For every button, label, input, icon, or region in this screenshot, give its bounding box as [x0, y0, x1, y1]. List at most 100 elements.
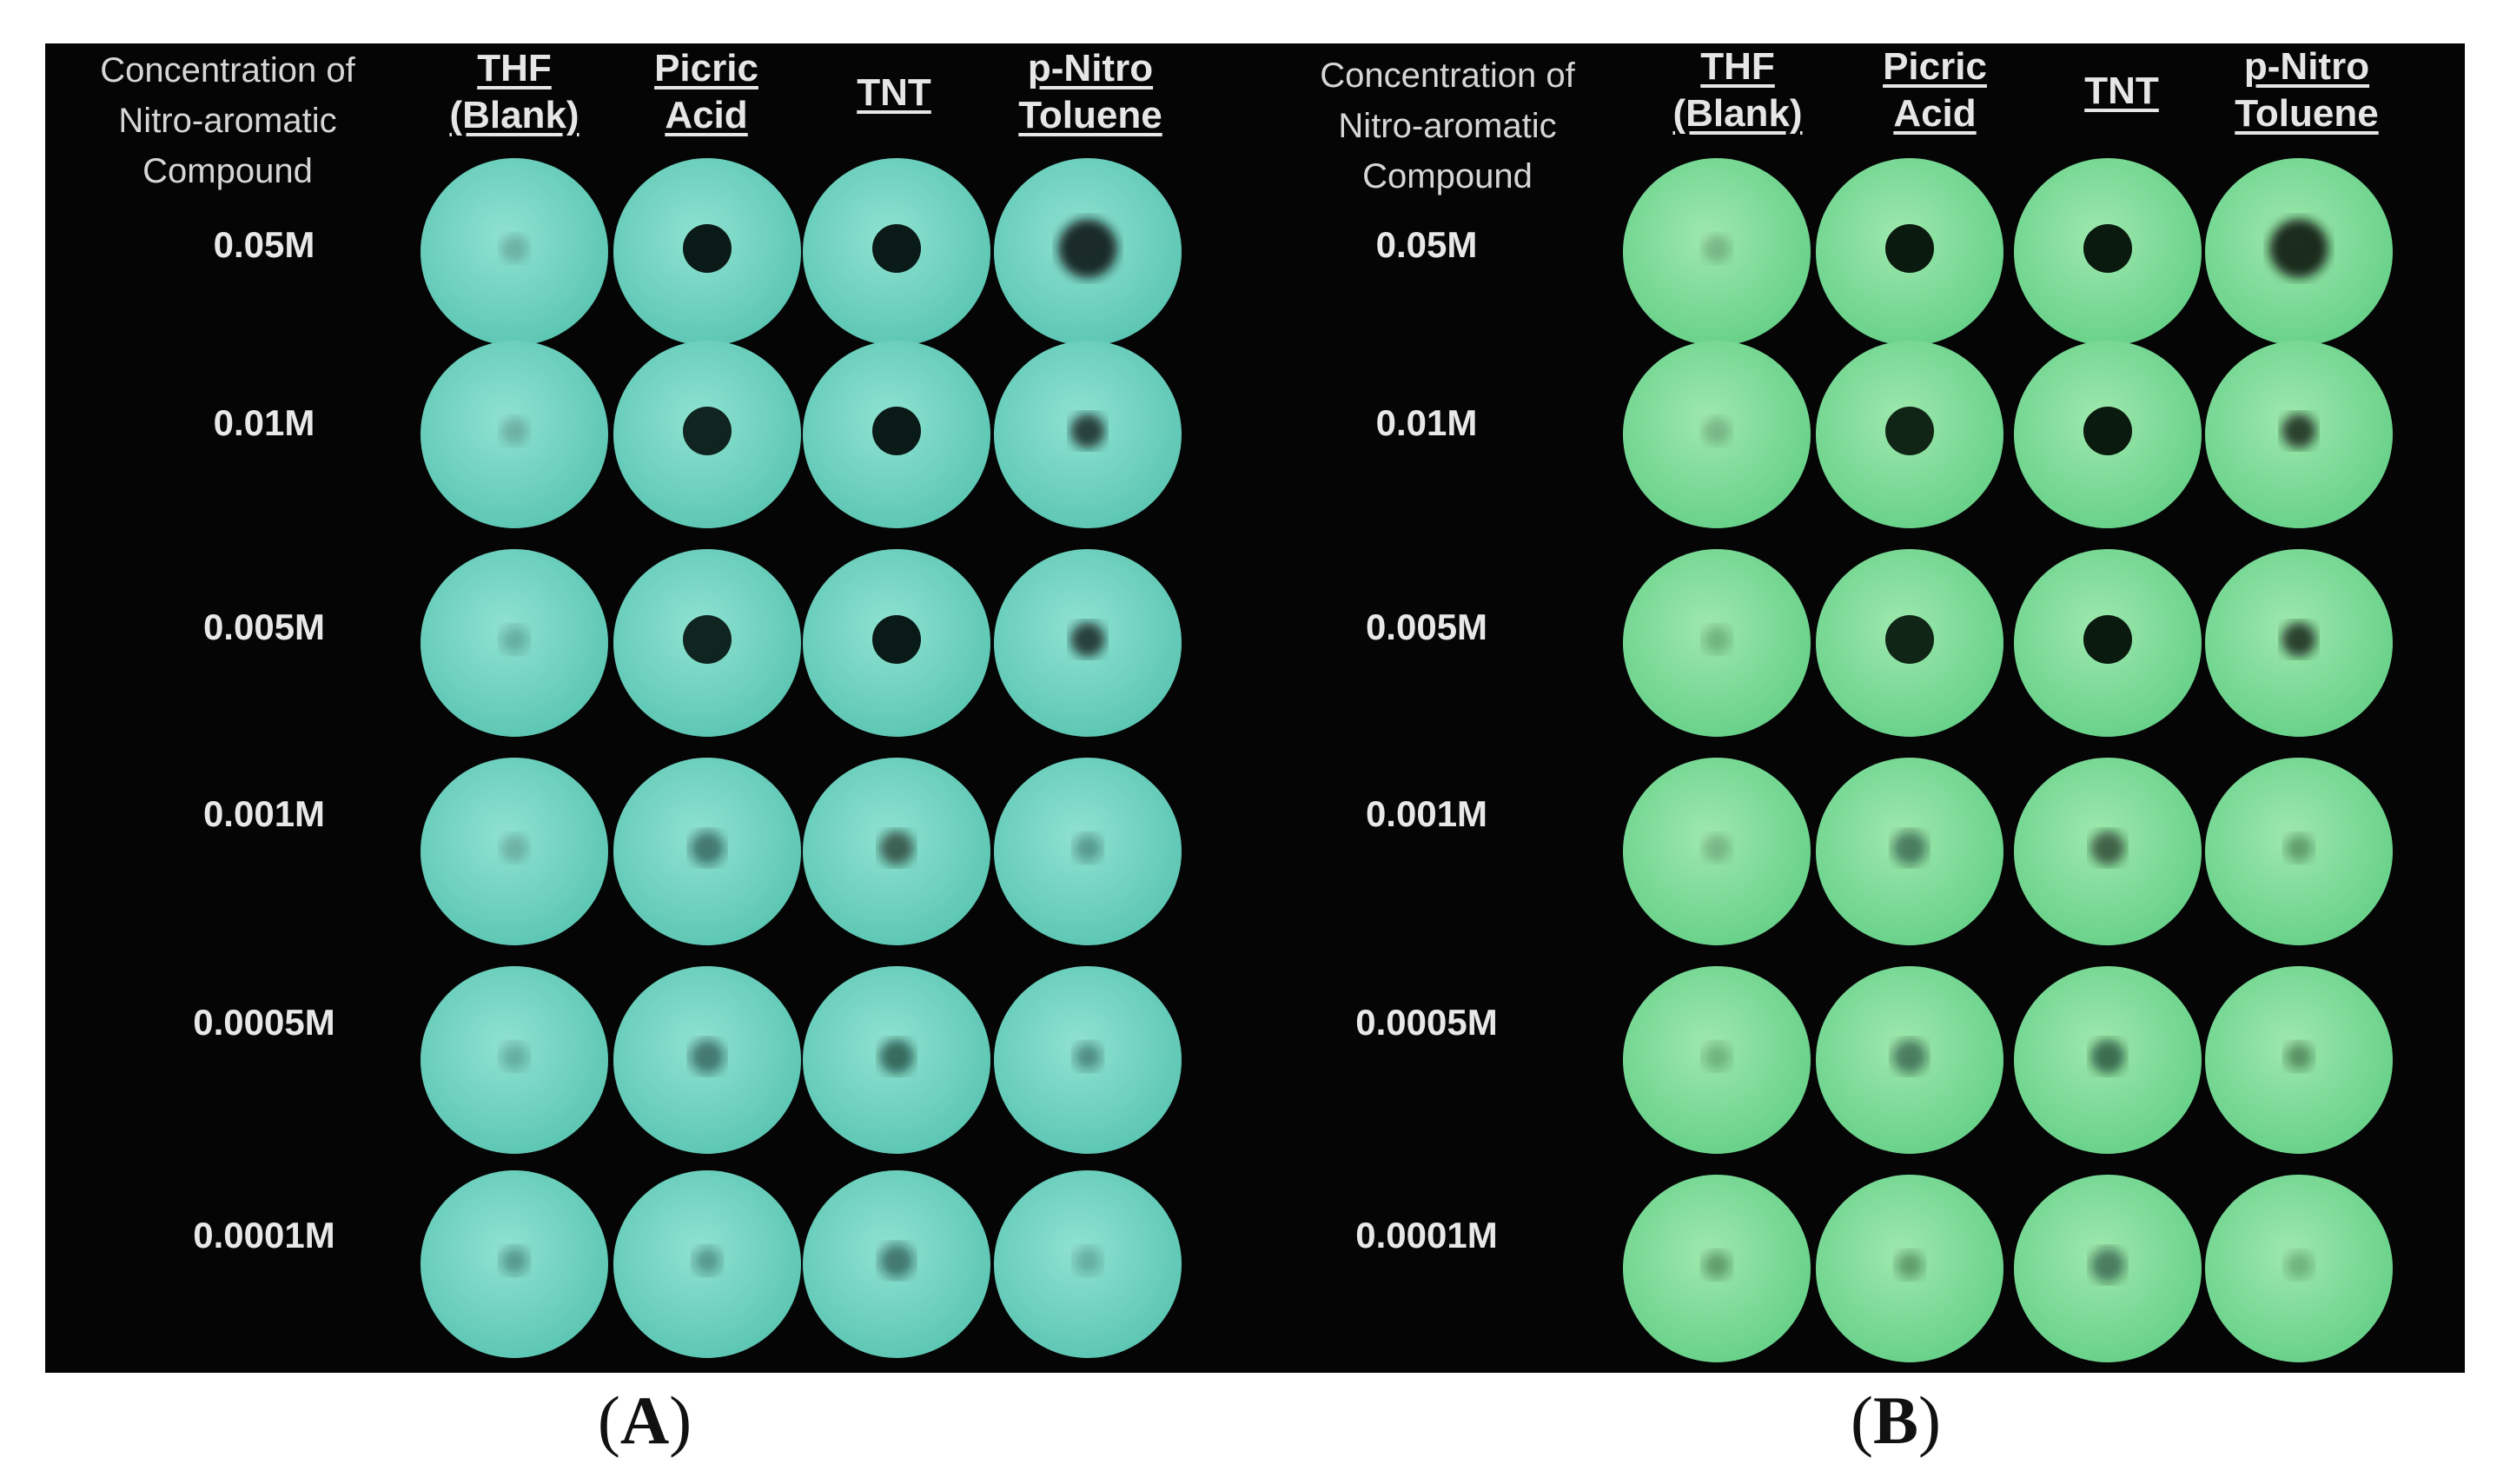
row-header: Concentration of Nitro-aromatic Compound: [45, 45, 410, 196]
quench-spot-b-r0-c2: [2083, 224, 2132, 273]
column-header-line: Picric: [654, 47, 758, 89]
column-header-line: Toluene: [1018, 94, 1162, 136]
quench-spot-a-r1-c3: [1070, 414, 1105, 448]
column-header-line: (Blank): [1672, 92, 1803, 135]
quench-spot-b-r0-c0: [1703, 235, 1731, 262]
row-label: 0.0005M: [1355, 1002, 1498, 1043]
row-header: Concentration of Nitro-aromatic Compound: [1265, 50, 1630, 202]
panel-label-paren: (: [597, 1382, 620, 1458]
quench-spot-b-r2-c0: [1703, 626, 1731, 653]
quench-spot-b-r4-c3: [2285, 1043, 2313, 1070]
row-header-line: Concentration of: [1320, 56, 1575, 95]
column-header-pnt: p-Nitro Toluene: [2202, 43, 2411, 137]
quench-spot-b-r5-c2: [2090, 1248, 2125, 1282]
column-header-thf: THF (Blank): [1633, 43, 1842, 137]
quench-spot-b-r4-c0: [1703, 1043, 1731, 1070]
quench-spot-a-r2-c3: [1070, 622, 1105, 657]
quench-spot-b-r2-c3: [2282, 622, 2316, 657]
column-header-thf: THF (Blank): [410, 45, 619, 139]
column-header-line: (Blank): [449, 94, 579, 136]
quench-spot-a-r3-c3: [1074, 834, 1102, 862]
row-label: 0.005M: [202, 606, 326, 647]
column-header-line: Acid: [1893, 92, 1977, 135]
row-label: 0.0005M: [193, 1002, 335, 1043]
quench-spot-b-r3-c3: [2285, 834, 2313, 862]
quench-spot-a-r5-c1: [693, 1247, 721, 1275]
row-header-line: Nitro-aromatic: [118, 102, 337, 140]
column-header-line: p-Nitro: [2243, 45, 2370, 88]
quench-spot-a-r1-c0: [500, 417, 528, 445]
quench-spot-a-r5-c2: [879, 1243, 914, 1278]
quench-spot-b-r2-c2: [2083, 615, 2132, 664]
quench-spot-a-r4-c2: [879, 1039, 914, 1074]
quench-spot-a-r5-c3: [1074, 1247, 1102, 1275]
column-header-pnt: p-Nitro Toluene: [986, 45, 1195, 139]
quench-spot-a-r1-c1: [683, 407, 732, 455]
disc-grid: [1623, 158, 2393, 1362]
quench-spot-b-r3-c0: [1703, 834, 1731, 862]
column-header-line: THF: [1700, 45, 1775, 88]
quench-spot-b-r5-c1: [1896, 1251, 1924, 1279]
row-label: 0.001M: [202, 793, 326, 834]
row-label: 0.001M: [1365, 793, 1488, 834]
quench-spot-a-r2-c2: [872, 615, 921, 664]
quench-spot-b-r5-c0: [1703, 1251, 1731, 1279]
quench-spot-b-r0-c1: [1885, 224, 1934, 273]
panel-label-b: (B): [1809, 1381, 1983, 1460]
row-label: 0.0001M: [1355, 1215, 1498, 1255]
panel-label-paren: ): [669, 1382, 692, 1458]
quench-spot-a-r2-c1: [683, 615, 732, 664]
quench-spot-b-r3-c1: [1892, 831, 1927, 865]
quench-spot-a-r0-c0: [500, 235, 528, 262]
panel-label-a: (A): [558, 1381, 732, 1460]
column-header-line: Acid: [665, 94, 748, 136]
column-header-picric: Picric Acid: [602, 45, 811, 139]
row-header-line: Compound: [1362, 157, 1533, 195]
row-label: 0.05M: [213, 224, 315, 265]
column-header-line: Toluene: [2235, 92, 2379, 135]
quench-spot-a-r3-c1: [690, 831, 725, 865]
quench-spot-a-r1-c2: [872, 407, 921, 455]
column-header-line: THF: [477, 47, 552, 89]
quench-spot-a-r0-c2: [872, 224, 921, 273]
quench-spot-a-r3-c2: [879, 831, 914, 865]
panel-b: Concentration of Nitro-aromatic Compound…: [1262, 43, 2465, 1373]
quench-spot-b-r4-c2: [2090, 1039, 2125, 1074]
column-header-tnt: TNT: [790, 70, 998, 116]
row-header-line: Nitro-aromatic: [1338, 107, 1557, 145]
quench-spot-a-r4-c1: [690, 1039, 725, 1074]
column-header-line: TNT: [2084, 70, 2159, 112]
column-header-picric: Picric Acid: [1831, 43, 2039, 137]
row-label: 0.05M: [1375, 224, 1478, 265]
quench-spot-b-r0-c3: [2269, 219, 2328, 278]
quench-spot-a-r0-c1: [683, 224, 732, 273]
column-header-tnt: TNT: [2017, 68, 2226, 115]
row-label: 0.01M: [213, 402, 315, 443]
panel-a: Concentration of Nitro-aromatic Compound…: [45, 43, 1262, 1373]
quench-spot-b-r5-c3: [2285, 1251, 2313, 1279]
column-header-line: TNT: [857, 71, 931, 114]
panel-label-paren: ): [1918, 1382, 1941, 1458]
quench-spot-b-r4-c1: [1892, 1039, 1927, 1074]
column-header-line: p-Nitro: [1027, 47, 1154, 89]
quench-spot-a-r5-c0: [500, 1247, 528, 1275]
quench-spot-a-r0-c3: [1058, 219, 1117, 278]
row-header-line: Concentration of: [100, 51, 355, 89]
panel-label-letter: B: [1872, 1382, 1919, 1458]
panel-label-paren: (: [1851, 1382, 1873, 1458]
panel-label-letter: A: [619, 1382, 670, 1458]
quench-spot-b-r1-c3: [2282, 414, 2316, 448]
quench-spot-b-r2-c1: [1885, 615, 1934, 664]
quench-spot-b-r1-c1: [1885, 407, 1934, 455]
quench-spot-b-r3-c2: [2090, 831, 2125, 865]
row-header-line: Compound: [142, 152, 313, 190]
row-label: 0.0001M: [193, 1215, 335, 1255]
quench-spot-a-r2-c0: [500, 626, 528, 653]
quench-spot-a-r4-c3: [1074, 1043, 1102, 1070]
quench-spot-a-r3-c0: [500, 834, 528, 862]
quench-spot-a-r4-c0: [500, 1043, 528, 1070]
row-label: 0.005M: [1365, 606, 1488, 647]
column-header-line: Picric: [1883, 45, 1987, 88]
quench-spot-b-r1-c0: [1703, 417, 1731, 445]
disc-grid: [421, 158, 1182, 1358]
